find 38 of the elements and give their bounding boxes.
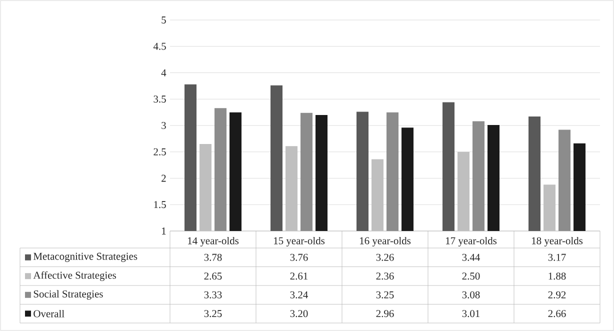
y-tick-label: 3 — [162, 122, 166, 130]
y-tick-label: 1.5 — [154, 201, 166, 208]
data-label: 3.26 — [376, 254, 394, 261]
data-label: 3.08 — [462, 291, 480, 298]
x-tick-label: 15 year-olds — [274, 236, 325, 246]
data-label: 2.92 — [548, 291, 566, 298]
x-tick-label: 18 year-olds — [532, 236, 583, 246]
y-tick-label: 1 — [162, 228, 166, 234]
x-tick-label: 16 year-olds — [360, 236, 411, 246]
data-label: 3.17 — [548, 254, 566, 261]
y-tick-label: 5 — [162, 16, 166, 24]
y-tick-label: 4.5 — [153, 42, 166, 50]
data-label: 3.24 — [290, 291, 308, 298]
data-label: 2.61 — [290, 272, 308, 280]
legend-label: Overall — [34, 310, 64, 318]
data-label: 2.36 — [376, 272, 394, 280]
data-label: 2.50 — [462, 272, 480, 280]
data-label: 3.01 — [462, 310, 480, 318]
legend-label: Affective Strategies — [33, 271, 116, 281]
legend-label: Metacognitive Strategies — [34, 252, 138, 262]
data-label: 2.66 — [548, 310, 566, 318]
legend-label: Social Strategies — [34, 290, 103, 300]
data-label: 2.65 — [204, 272, 222, 280]
x-tick-label: 17 year-olds — [446, 236, 497, 246]
data-label: 2.96 — [376, 310, 394, 318]
y-tick-label: 4 — [161, 69, 166, 76]
y-tick-label: 3.5 — [154, 96, 166, 103]
data-label: 3.78 — [204, 254, 222, 261]
x-tick-label: 14 year-olds — [188, 236, 239, 246]
y-tick-label: 2.5 — [154, 148, 166, 156]
data-label: 3.20 — [290, 310, 308, 318]
data-label: 3.25 — [204, 310, 222, 318]
data-label: 1.88 — [548, 272, 566, 280]
data-label: 3.33 — [204, 291, 222, 298]
y-tick-label: 2 — [162, 174, 166, 182]
data-label: 3.44 — [462, 254, 480, 261]
data-label: 3.25 — [376, 291, 394, 298]
data-label: 3.76 — [290, 254, 308, 261]
